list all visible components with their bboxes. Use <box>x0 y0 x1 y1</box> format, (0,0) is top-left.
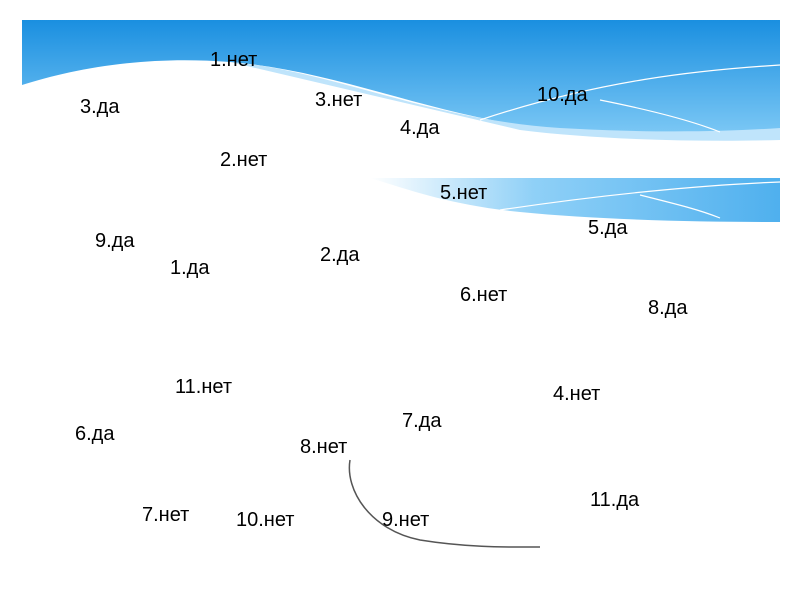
label: 10.нет <box>236 509 295 531</box>
label: 5.нет <box>440 182 488 204</box>
label: 5.да <box>588 217 628 239</box>
label: 8.нет <box>300 436 348 458</box>
label: 6.да <box>75 423 115 445</box>
label: 3.да <box>80 96 120 118</box>
header-wave <box>22 20 780 135</box>
label: 2.нет <box>220 149 268 171</box>
label: 1.нет <box>210 49 258 71</box>
label: 2.да <box>320 244 360 266</box>
label: 10.да <box>537 84 588 106</box>
label: 1.да <box>170 257 210 279</box>
label: 7.да <box>402 410 442 432</box>
label: 9.нет <box>382 509 430 531</box>
wave-highlight <box>230 62 780 141</box>
label: 3.нет <box>315 89 363 111</box>
label: 8.да <box>648 297 688 319</box>
label: 6.нет <box>460 284 508 306</box>
label: 7.нет <box>142 504 190 526</box>
label: 9.да <box>95 230 135 252</box>
label: 11.нет <box>175 376 232 398</box>
label: 4.да <box>400 117 440 139</box>
label: 11.да <box>590 489 640 511</box>
curve <box>348 459 541 548</box>
label: 4.нет <box>553 383 601 405</box>
